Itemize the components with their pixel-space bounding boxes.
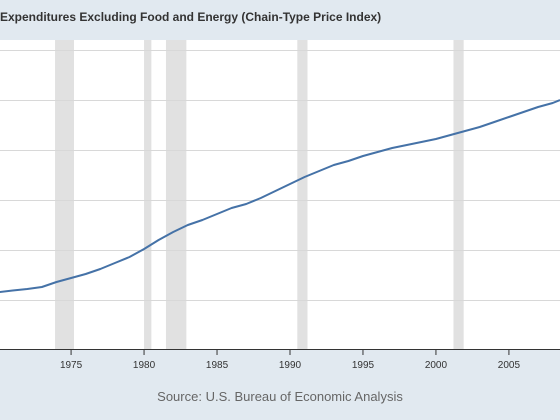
x-axis: 1975 1980 1985 1990 1995 2000 2005 <box>0 350 560 371</box>
chart-plot-svg <box>0 40 560 351</box>
recession-band <box>297 40 308 350</box>
x-tick-label: 1975 <box>60 360 83 370</box>
x-tick-label: 1995 <box>352 360 375 370</box>
recession-band <box>144 40 152 350</box>
recession-band <box>55 40 74 350</box>
source-note: Source: U.S. Bureau of Economic Analysis <box>157 389 403 404</box>
chart-title: Expenditures Excluding Food and Energy (… <box>0 10 382 24</box>
x-tick-label: 1985 <box>206 360 229 370</box>
x-tick-label: 1990 <box>279 360 302 370</box>
x-tick-label: 2000 <box>425 360 448 370</box>
x-tick-label: 1980 <box>133 360 156 370</box>
plot-area <box>0 40 560 351</box>
x-axis-svg: 1975 1980 1985 1990 1995 2000 2005 <box>60 350 521 371</box>
recession-band <box>453 40 464 350</box>
x-tick-label: 2005 <box>498 360 521 370</box>
recession-band <box>165 40 187 350</box>
series-line <box>0 99 560 293</box>
